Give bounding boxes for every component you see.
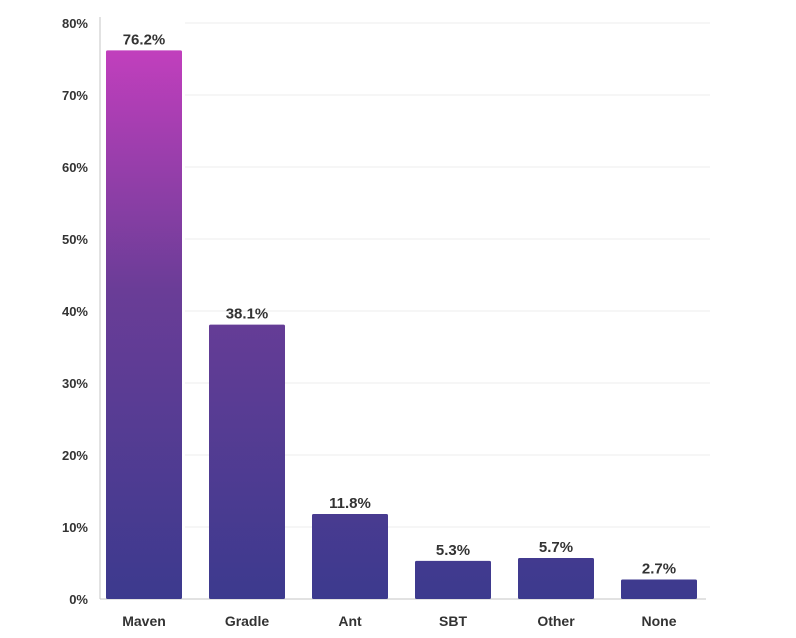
y-tick-label-0: 0% — [69, 592, 88, 607]
category-label-other: Other — [537, 613, 575, 629]
value-label-gradle: 38.1% — [226, 306, 269, 323]
y-tick-label-40: 40% — [62, 304, 88, 319]
value-label-other: 5.7% — [539, 539, 573, 556]
x-axis-category-labels: Maven Gradle Ant SBT Other None — [122, 613, 677, 629]
category-label-maven: Maven — [122, 613, 166, 629]
bar-maven — [106, 50, 182, 600]
value-label-none: 2.7% — [642, 561, 676, 578]
category-label-gradle: Gradle — [225, 613, 270, 629]
bar-none — [621, 579, 697, 599]
category-label-sbt: SBT — [439, 613, 467, 629]
value-label-maven: 76.2% — [123, 31, 166, 48]
axes — [99, 17, 706, 600]
bar-gradle — [209, 324, 285, 599]
y-tick-label-50: 50% — [62, 232, 88, 247]
category-label-ant: Ant — [338, 613, 362, 629]
y-axis-tick-labels: 0% 10% 20% 30% 40% 50% 60% 70% 80% — [62, 16, 88, 607]
y-tick-label-10: 10% — [62, 520, 88, 535]
bars — [106, 50, 697, 600]
value-label-sbt: 5.3% — [436, 542, 470, 559]
bar-sbt — [415, 560, 491, 599]
value-label-ant: 11.8% — [329, 495, 371, 512]
bar-other — [518, 557, 594, 599]
y-tick-label-20: 20% — [62, 448, 88, 463]
bar-ant — [312, 514, 388, 599]
value-labels: 76.2% 38.1% 11.8% 5.3% 5.7% 2.7% — [123, 31, 676, 577]
y-tick-label-60: 60% — [62, 160, 88, 175]
y-tick-label-30: 30% — [62, 376, 88, 391]
y-tick-label-80: 80% — [62, 16, 88, 31]
category-label-none: None — [642, 613, 677, 629]
y-tick-label-70: 70% — [62, 88, 88, 103]
